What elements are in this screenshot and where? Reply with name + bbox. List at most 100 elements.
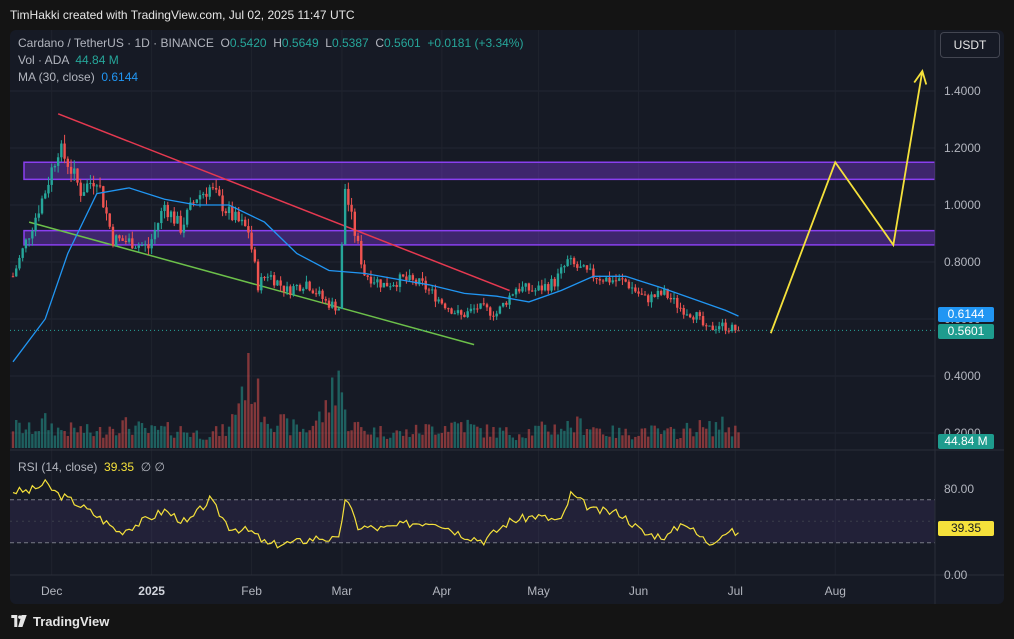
candle-body [89,183,92,185]
volume-bar [414,424,418,448]
volume-label[interactable]: Vol · ADA [18,53,69,67]
volume-bar [308,430,311,448]
candle-body [302,288,305,291]
ma-label[interactable]: MA (30, close) [18,70,95,84]
symbol-label[interactable]: Cardano / TetherUS · 1D · BINANCE [18,36,214,50]
candle-body [131,238,134,249]
volume-bar [205,439,208,448]
candle-body [408,275,411,280]
volume-bar [34,431,37,448]
volume-bar [705,428,708,448]
volume-bar [324,400,327,448]
candle-body [179,215,182,233]
rsi-tick-label: 80.00 [944,482,975,496]
volume-bar [550,434,553,448]
volume-bar [489,436,492,448]
volume-bar [508,435,511,448]
candle-body [169,211,173,218]
candle-body [717,326,721,330]
volume-bar [18,422,21,448]
volume-bar [453,421,456,448]
volume-bar [305,432,308,448]
volume-bar [530,435,534,448]
volume-bar [695,432,698,448]
volume-bar [192,432,195,448]
volume-bar [302,428,305,448]
volume-bar [127,428,131,448]
candle-body [308,281,311,291]
price-tick-label: 0.8000 [944,255,981,269]
candle-body [263,277,266,279]
candle-body [250,232,253,250]
candle-body [566,259,569,267]
candle-body [534,290,537,292]
volume-bar [134,425,137,448]
candle-body [173,211,176,224]
candle-body [205,193,208,197]
candle-body [314,293,318,295]
volume-bar [214,426,218,448]
volume-bar [392,432,395,448]
volume-bar [15,420,18,448]
rsi-value: 39.35 [104,460,135,474]
volume-bar [92,436,95,448]
candle-body [150,239,153,249]
currency-button[interactable]: USDT [940,32,1000,58]
candle-body [311,290,315,294]
volume-bar [505,427,508,448]
volume-value: 44.84 M [75,53,119,67]
candle-body [124,240,128,242]
volume-bar [269,428,273,448]
rsi-tick-label: 0.00 [944,568,968,582]
volume-bar [605,435,608,448]
candle-body [621,278,624,280]
volume-bar [102,437,105,448]
resistance-zones [23,161,935,246]
chart-frame[interactable] [10,30,1004,604]
volume-bar [234,414,237,448]
price-tick-label: 0.4000 [944,369,981,383]
candle-body [711,325,714,331]
resistance-zone [23,229,935,246]
candle-body [118,235,121,239]
volume-bar [430,426,434,448]
volume-bar [314,420,318,448]
candle-body [608,277,611,283]
candle-body [605,277,608,282]
candle-body [692,317,695,320]
volume-bar [618,427,621,448]
candle-body [666,288,669,298]
candle-body [401,274,405,277]
candle-body [382,282,386,288]
candle-body [727,330,731,332]
volume-bar [579,418,582,448]
volume-bar [63,430,66,448]
candle-body [527,283,531,291]
volume-bar [559,428,563,448]
volume-bar [272,432,276,448]
candle-body [298,285,302,291]
volume-bar [666,428,669,448]
volume-bar [66,435,70,448]
volume-bar [256,378,260,448]
volume-bar [376,437,379,448]
candle-body [214,188,218,190]
volume-bar [434,434,437,448]
volume-bar [340,392,344,448]
rsi-label[interactable]: RSI (14, close) [18,460,98,474]
volume-bar [627,435,631,448]
rsi-settings-icons[interactable]: ∅ ∅ [140,460,165,474]
volume-bar [495,437,498,448]
candle-body [227,206,231,214]
price-tick-label: 1.2000 [944,141,981,155]
ma-legend: MA (30, close) 0.6144 [18,70,138,84]
candle-body [256,261,260,291]
volume-bar [53,435,57,448]
volume-bar [189,436,192,448]
candle-body [189,202,192,210]
volume-bar [27,422,31,448]
candle-body [572,258,576,265]
candle-body [682,308,685,315]
candle-body [15,268,18,277]
